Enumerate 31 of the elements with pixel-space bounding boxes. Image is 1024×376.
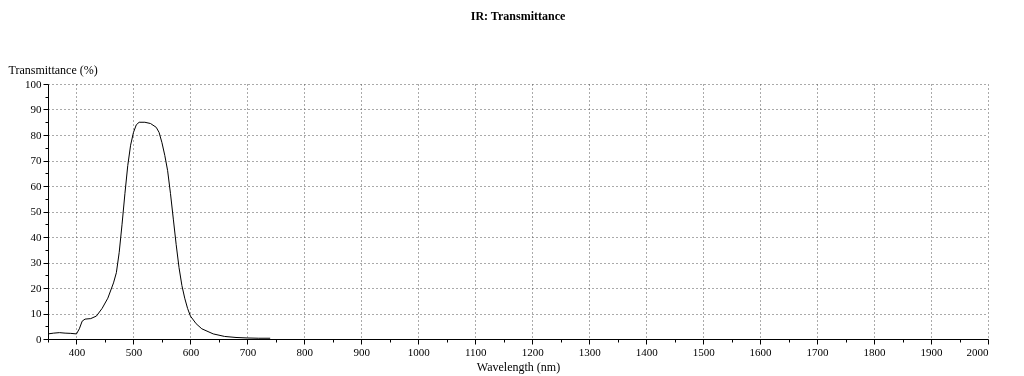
y-tick-label: 20 [30,281,42,294]
y-tick-label: 60 [30,179,42,192]
x-tick-label: 1500 [692,345,716,358]
x-tick-label: 800 [296,345,314,358]
x-tick-label: 500 [125,345,143,358]
x-tick-label: 1700 [806,345,830,358]
y-tick-label: 50 [30,205,42,217]
x-tick-label: 700 [239,345,257,358]
y-tick-label: 0 [36,332,42,345]
x-tick-label: 900 [353,345,371,358]
x-tick-label: 1800 [863,345,887,358]
y-tick-label: 80 [30,128,42,141]
y-axis-title: Transmittance (%) [8,62,98,77]
x-tick-label: 1400 [635,345,659,358]
x-tick-label: 1300 [578,345,602,358]
x-tick-label: 1600 [749,345,773,358]
x-tick-label: 1000 [407,345,431,358]
y-tick-label: 30 [30,256,42,268]
y-tick-label: 10 [30,307,42,319]
x-axis-title: Wavelength (nm) [476,359,561,374]
x-tick-label: 1200 [521,345,545,358]
y-tick-label: 70 [30,154,42,166]
y-tick-label: 40 [30,230,42,243]
x-tick-label: 600 [182,345,200,358]
x-tick-label: 400 [68,345,86,358]
x-tick-label: 2000 [966,345,989,358]
x-tick-label: 1900 [920,345,944,358]
x-tick-label: 1100 [464,345,488,358]
y-tick-label: 100 [25,77,42,90]
y-tick-label: 90 [30,103,42,115]
chart-title: IR: Transmittance [470,9,566,23]
